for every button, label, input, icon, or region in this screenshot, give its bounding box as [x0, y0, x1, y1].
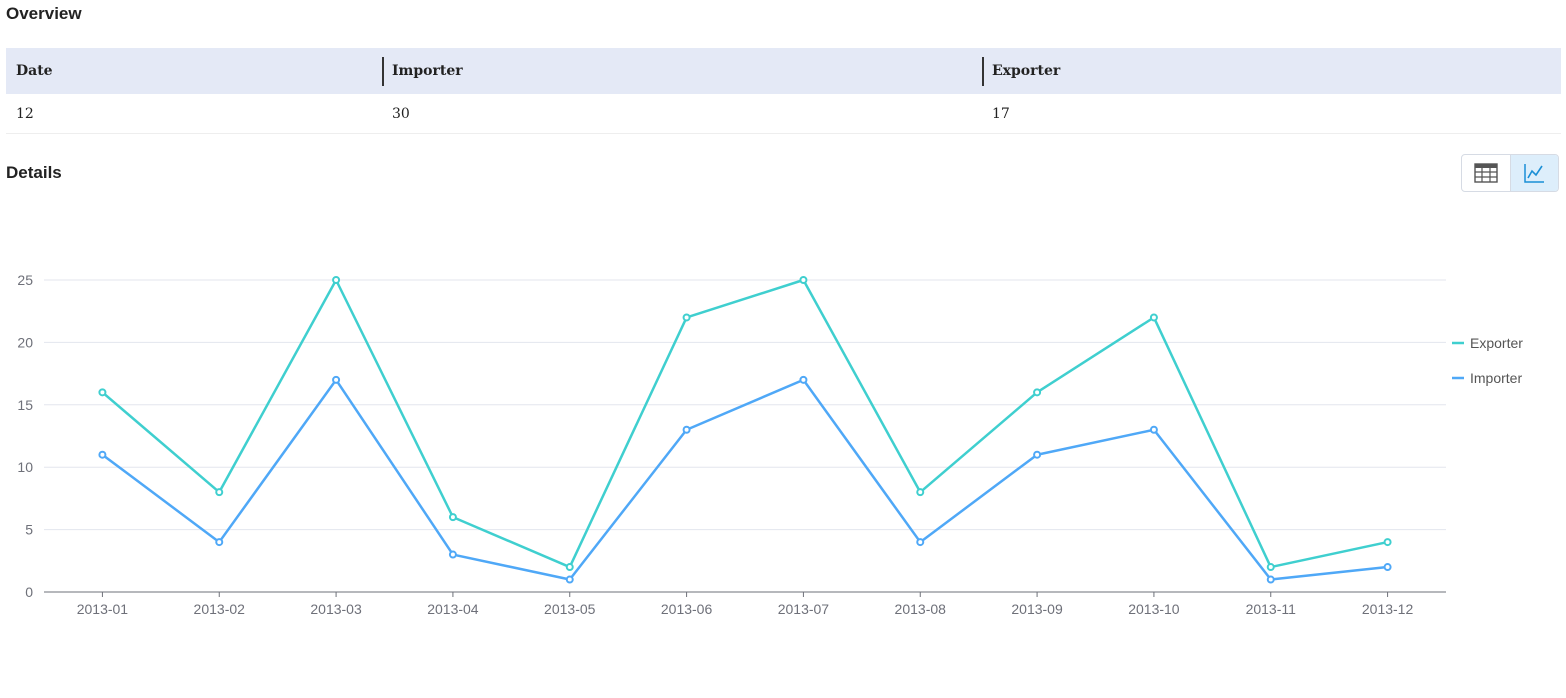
- header-importer: Importer: [382, 48, 982, 94]
- exporter-data-point: [98, 388, 107, 397]
- importer-data-point: [332, 375, 341, 384]
- cell-importer: 30: [382, 94, 982, 134]
- x-tick-label: 2013-01: [77, 601, 129, 617]
- importer-data-point: [1149, 425, 1158, 434]
- x-tick-label: 2013-07: [778, 601, 830, 617]
- importer-data-point: [1266, 575, 1275, 584]
- x-tick-label: 2013-12: [1362, 601, 1414, 617]
- view-toggle: [1461, 154, 1559, 192]
- line-chart-icon: [1524, 164, 1545, 183]
- importer-data-point: [682, 425, 691, 434]
- importer-data-point: [1383, 563, 1392, 572]
- y-tick-label: 20: [17, 334, 33, 350]
- importer-series-line: [101, 378, 1388, 581]
- overview-title: Overview: [6, 4, 82, 23]
- importer-data-point: [448, 550, 457, 559]
- importer-data-point: [215, 538, 224, 547]
- table-view-button[interactable]: [1462, 155, 1510, 191]
- x-tick-label: 2013-06: [661, 601, 713, 617]
- exporter-data-point: [332, 276, 341, 284]
- table-row: 12 30 17: [6, 94, 1561, 134]
- exporter-data-point: [682, 313, 691, 322]
- x-tick-label: 2013-05: [544, 601, 596, 617]
- exporter-data-point: [1033, 388, 1042, 397]
- exporter-data-point: [799, 276, 808, 284]
- cell-exporter: 17: [982, 94, 1561, 134]
- importer-data-point: [565, 575, 574, 584]
- y-tick-label: 10: [17, 459, 33, 475]
- exporter-series-line: [101, 278, 1388, 569]
- y-tick-label: 25: [17, 272, 33, 288]
- overview-header-row: Date Importer Exporter: [6, 48, 1561, 94]
- x-tick-label: 2013-03: [310, 601, 362, 617]
- header-date: Date: [6, 48, 382, 94]
- exporter-data-point: [565, 563, 574, 572]
- y-tick-label: 5: [25, 522, 33, 538]
- overview-table: Date Importer Exporter 12 30 17: [6, 48, 1561, 134]
- x-tick-label: 2013-04: [427, 601, 479, 617]
- table-icon: [1474, 163, 1498, 183]
- exporter-data-point: [215, 488, 224, 497]
- importer-data-point: [916, 538, 925, 547]
- exporter-data-point: [916, 488, 925, 497]
- importer-data-point: [98, 450, 107, 459]
- header-exporter: Exporter: [982, 48, 1561, 94]
- chart-view-button[interactable]: [1509, 155, 1558, 191]
- details-title: Details: [6, 163, 62, 182]
- importer-data-point: [799, 375, 808, 384]
- cell-date: 12: [6, 94, 382, 134]
- exporter-data-point: [1266, 563, 1275, 572]
- y-tick-label: 15: [17, 397, 33, 413]
- x-tick-label: 2013-11: [1246, 601, 1297, 617]
- exporter-data-point: [448, 513, 457, 522]
- importer-data-point: [1033, 450, 1042, 459]
- y-tick-label: 0: [25, 584, 33, 600]
- exporter-legend-label: Exporter: [1470, 335, 1523, 351]
- exporter-data-point: [1383, 538, 1392, 547]
- exporter-data-point: [1149, 313, 1158, 322]
- x-tick-label: 2013-08: [895, 601, 947, 617]
- importer-legend-label: Importer: [1470, 370, 1522, 386]
- x-tick-label: 2013-09: [1011, 601, 1063, 617]
- x-tick-label: 2013-10: [1128, 601, 1180, 617]
- x-tick-label: 2013-02: [194, 601, 246, 617]
